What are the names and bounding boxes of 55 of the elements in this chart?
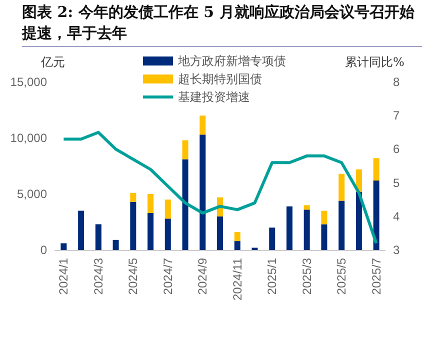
bar <box>321 224 328 250</box>
y2-tick-label: 3 <box>393 243 400 257</box>
x-tick-label: 2024/9 <box>196 258 210 295</box>
bar <box>148 213 154 250</box>
bar <box>217 216 223 250</box>
x-tick-label: 2025/7 <box>369 258 384 295</box>
y-tick-label: 0 <box>40 243 48 257</box>
bar <box>304 210 310 250</box>
bar <box>148 194 154 214</box>
bar <box>373 180 380 250</box>
y2-tick-label: 8 <box>393 75 400 89</box>
bar <box>182 140 188 160</box>
y2-tick-label: 7 <box>393 108 400 123</box>
y2-tick-label: 5 <box>393 176 400 190</box>
legend-label: 基建投资增速 <box>178 90 250 104</box>
bar <box>234 241 240 250</box>
bar <box>304 205 310 210</box>
bar <box>130 192 136 202</box>
y2-tick-label: 4 <box>393 209 400 224</box>
y-tick-label: 15,000 <box>10 75 48 89</box>
bar <box>130 202 136 250</box>
line-series <box>62 130 378 245</box>
bar <box>164 218 171 250</box>
bar <box>234 232 240 242</box>
x-tick-label: 2025/1 <box>265 258 280 295</box>
bar <box>200 116 206 135</box>
bar <box>269 228 276 250</box>
bar <box>112 240 119 250</box>
bar <box>164 200 171 219</box>
legend-label: 地方政府新增专项债 <box>177 54 286 68</box>
x-tick-label: 2024/3 <box>91 258 106 295</box>
y-axis-title: 亿元 <box>40 55 65 69</box>
y2-axis-title: 累计同比% <box>345 55 404 69</box>
y-tick-label: 5,000 <box>16 187 48 201</box>
bar <box>78 210 84 250</box>
bar <box>338 200 345 250</box>
x-tick-label: 2024/5 <box>126 258 140 295</box>
x-tick-label: 2024/1 <box>56 258 71 295</box>
y-tick-label: 10,000 <box>10 131 48 145</box>
bar <box>60 243 67 250</box>
y2-tick-label: 6 <box>393 142 400 156</box>
x-tick-label: 2025/5 <box>334 258 349 295</box>
bar <box>95 224 102 250</box>
legend-label: 超长期特别国债 <box>178 72 262 86</box>
bar <box>356 192 362 250</box>
bar <box>321 210 328 224</box>
x-tick-label: 2024/7 <box>160 258 175 295</box>
bar <box>200 134 206 250</box>
x-tick-label: 2025/3 <box>300 258 314 295</box>
x-tick-label: 2024/11 <box>230 258 244 300</box>
bar <box>182 159 188 250</box>
bar <box>286 206 292 250</box>
chart-title: 图表 2: 今年的发债工作在 5 月就响应政治局会议号召开始提速，早于去年 <box>22 2 422 47</box>
bar <box>373 158 380 181</box>
bar <box>338 174 345 201</box>
